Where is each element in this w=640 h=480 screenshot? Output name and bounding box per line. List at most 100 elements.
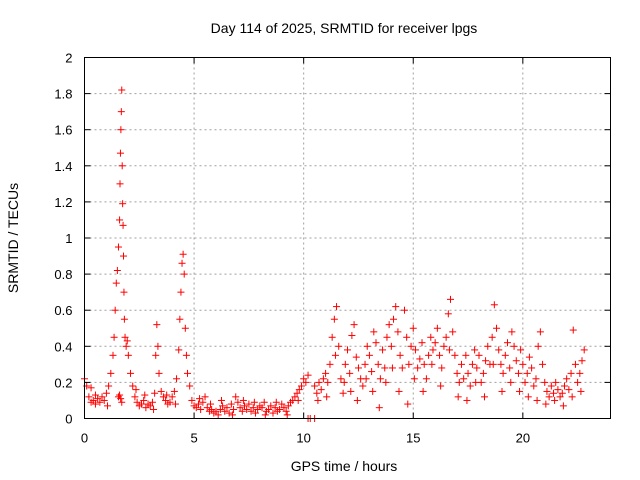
data-point xyxy=(295,386,303,394)
x-axis-label: GPS time / hours xyxy=(291,458,398,474)
data-point xyxy=(374,360,382,368)
data-point xyxy=(311,382,319,390)
data-point xyxy=(197,405,205,413)
data-point xyxy=(479,369,487,377)
data-point xyxy=(230,405,238,413)
x-tick-label: 10 xyxy=(296,431,310,446)
y-tick-label: 1.8 xyxy=(54,87,72,102)
data-point xyxy=(350,321,358,329)
data-point xyxy=(293,389,301,397)
data-point xyxy=(429,346,437,354)
x-tick-label: 15 xyxy=(406,431,420,446)
data-point xyxy=(133,398,141,406)
data-point xyxy=(472,378,480,386)
data-point xyxy=(571,360,579,368)
data-point xyxy=(418,339,426,347)
data-point xyxy=(331,351,339,359)
y-tick-label: 1.2 xyxy=(54,195,72,210)
data-point xyxy=(227,400,235,408)
data-point xyxy=(116,216,124,224)
data-point xyxy=(155,369,163,377)
data-point xyxy=(104,402,112,410)
y-tick-label: 0.2 xyxy=(54,375,72,390)
data-point xyxy=(475,351,483,359)
data-point xyxy=(91,400,99,408)
data-point xyxy=(480,393,488,401)
data-point xyxy=(346,369,354,377)
data-point xyxy=(118,398,126,406)
data-point xyxy=(168,393,176,401)
data-point xyxy=(550,389,558,397)
data-point xyxy=(341,360,349,368)
data-point xyxy=(116,149,124,157)
data-point xyxy=(119,200,127,208)
data-point xyxy=(199,398,207,406)
data-point xyxy=(577,387,585,395)
data-point xyxy=(207,400,215,408)
data-point xyxy=(468,360,476,368)
data-point xyxy=(232,393,240,401)
y-tick-label: 0.6 xyxy=(54,303,72,318)
data-point xyxy=(545,393,553,401)
data-point xyxy=(120,315,128,323)
data-point xyxy=(376,375,384,383)
data-point xyxy=(405,360,413,368)
data-point xyxy=(539,360,547,368)
data-point xyxy=(466,382,474,390)
data-point xyxy=(447,295,455,303)
data-point xyxy=(221,407,229,415)
data-point xyxy=(247,407,255,415)
data-point xyxy=(395,387,403,395)
data-point xyxy=(554,386,562,394)
data-point xyxy=(278,400,286,408)
data-point xyxy=(85,393,93,401)
data-point xyxy=(542,400,550,408)
data-point xyxy=(243,405,251,413)
data-point xyxy=(409,324,417,332)
data-point xyxy=(151,389,159,397)
data-point xyxy=(369,387,377,395)
data-point xyxy=(105,382,113,390)
data-point xyxy=(457,360,465,368)
data-point xyxy=(530,382,538,390)
data-point xyxy=(157,387,165,395)
data-point xyxy=(381,364,389,372)
data-point xyxy=(179,250,187,258)
data-point xyxy=(580,346,588,354)
data-point xyxy=(444,310,452,318)
data-point xyxy=(119,221,127,229)
data-point xyxy=(353,396,361,404)
data-point xyxy=(438,364,446,372)
data-point xyxy=(100,396,108,404)
data-point xyxy=(514,369,522,377)
data-point xyxy=(455,378,463,386)
data-point xyxy=(501,351,509,359)
data-point xyxy=(317,386,325,394)
data-point xyxy=(361,360,369,368)
data-point xyxy=(420,360,428,368)
data-point xyxy=(182,351,190,359)
data-point xyxy=(120,252,128,260)
data-point xyxy=(335,342,343,350)
data-point xyxy=(328,333,336,341)
data-point xyxy=(370,328,378,336)
data-point xyxy=(392,303,400,311)
data-point xyxy=(87,384,95,392)
data-point xyxy=(280,404,288,412)
data-point xyxy=(152,351,160,359)
data-point xyxy=(302,378,310,386)
data-point xyxy=(239,396,247,404)
data-point xyxy=(464,369,472,377)
data-point xyxy=(519,360,527,368)
data-point xyxy=(354,364,362,372)
data-point xyxy=(201,393,209,401)
x-tick-label: 5 xyxy=(190,431,197,446)
data-point xyxy=(523,369,531,377)
data-point xyxy=(560,382,568,390)
data-point xyxy=(498,387,506,395)
data-point xyxy=(512,357,520,365)
data-point xyxy=(326,360,334,368)
data-point xyxy=(473,364,481,372)
x-tick-label: 20 xyxy=(516,431,530,446)
